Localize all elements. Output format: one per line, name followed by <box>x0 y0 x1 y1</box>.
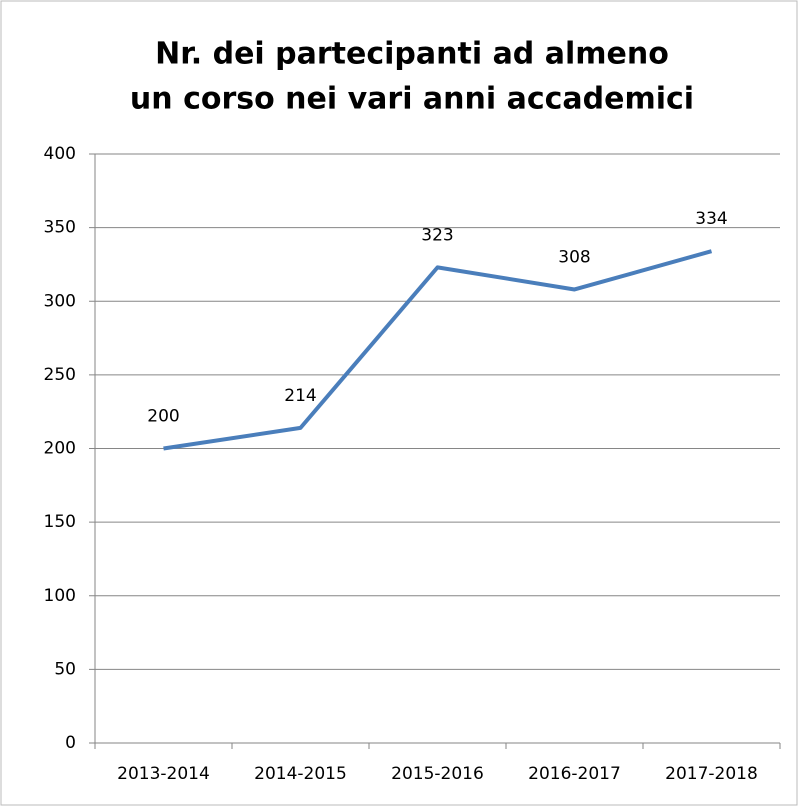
y-tick-label: 350 <box>44 218 76 238</box>
y-tick-label: 150 <box>44 512 76 532</box>
chart-title: Nr. dei partecipanti ad almeno <box>155 37 669 72</box>
y-tick-label: 300 <box>44 291 76 311</box>
data-label: 334 <box>695 209 727 229</box>
y-tick-label: 250 <box>44 365 76 385</box>
y-tick-label: 100 <box>44 586 76 606</box>
y-tick-label: 0 <box>65 733 76 753</box>
y-tick-label: 400 <box>44 144 76 164</box>
data-line <box>163 249 713 451</box>
x-tick-label: 2016-2017 <box>528 764 621 784</box>
data-label: 308 <box>558 247 590 267</box>
y-tick-label: 200 <box>44 439 76 459</box>
data-label: 214 <box>284 386 316 406</box>
chart-title: un corso nei vari anni accademici <box>130 82 694 117</box>
x-tick-label: 2013-2014 <box>117 764 210 784</box>
y-tick-label: 50 <box>54 659 76 679</box>
x-tick-label: 2014-2015 <box>254 764 347 784</box>
x-tick-label: 2015-2016 <box>391 764 484 784</box>
x-tick-label: 2017-2018 <box>665 764 758 784</box>
data-label: 200 <box>147 407 179 427</box>
data-label: 323 <box>421 225 453 245</box>
